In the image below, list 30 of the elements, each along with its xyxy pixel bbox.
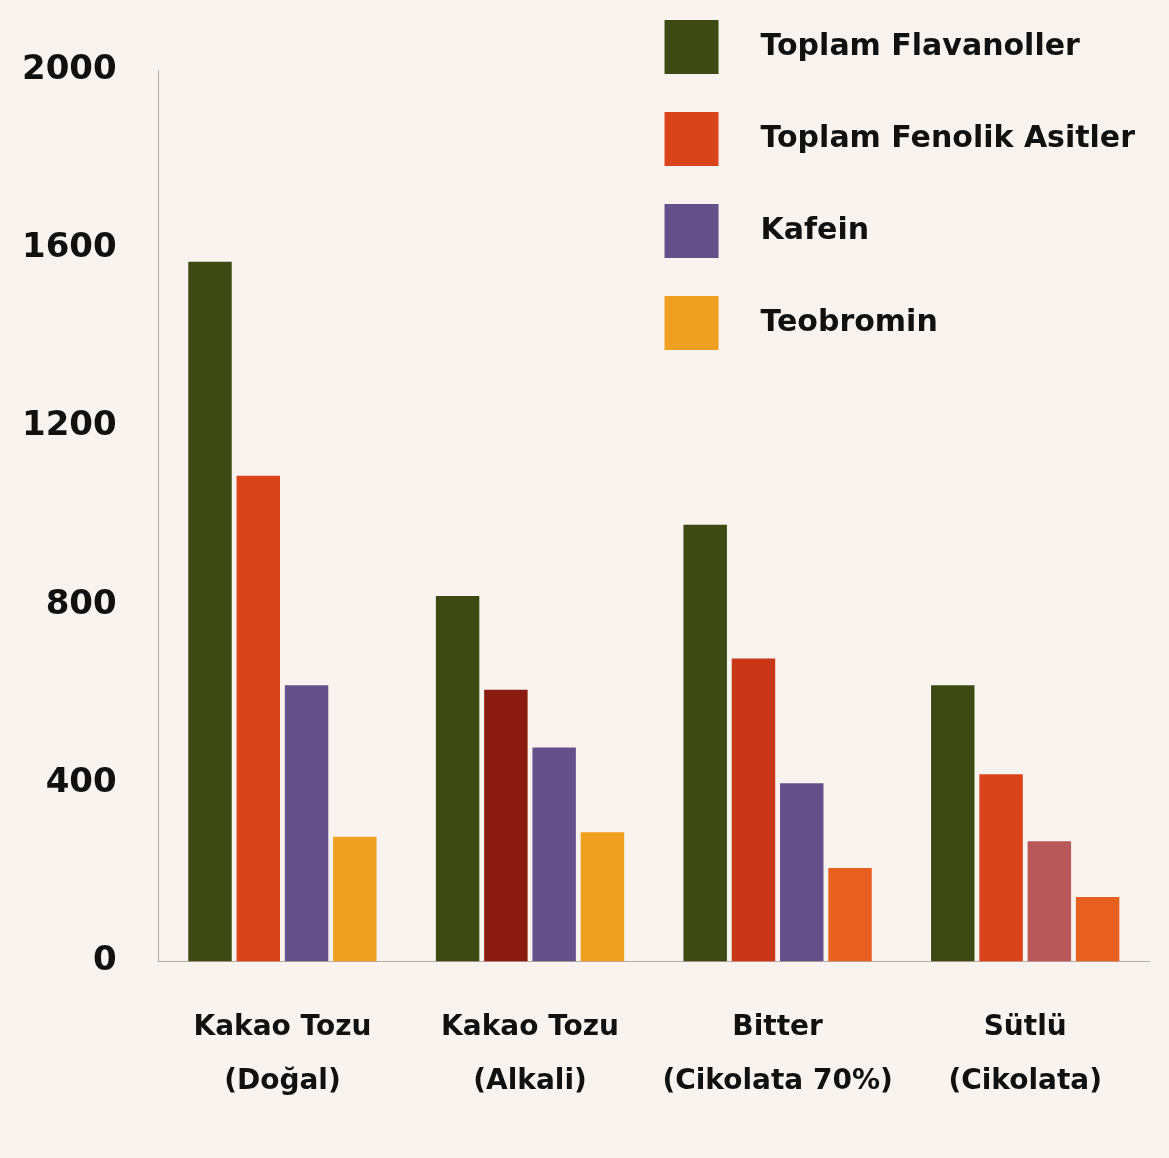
legend-label: Teobromin [760, 302, 938, 338]
bar [780, 783, 824, 962]
bar [828, 867, 872, 962]
legend-label: Toplam Fenolik Asitler [760, 118, 1136, 154]
bar [979, 774, 1023, 962]
bar [236, 475, 281, 962]
y-tick-label: 800 [45, 581, 117, 622]
bar [731, 658, 776, 962]
y-tick-label: 2000 [21, 46, 117, 87]
bar [435, 596, 480, 962]
legend-label: Kafein [760, 210, 870, 246]
bar [1075, 896, 1120, 962]
bar [683, 524, 727, 962]
bar [580, 832, 625, 962]
legend-label: Toplam Flavanoller [760, 26, 1081, 62]
x-tick-label: Kakao Tozu (Doğal) [193, 1009, 372, 1096]
x-tick-label: Kakao Tozu (Alkali) [441, 1009, 619, 1096]
bar [333, 836, 377, 962]
bar [484, 689, 528, 962]
y-tick-label: 0 [92, 938, 117, 979]
bar [931, 685, 975, 962]
y-tick-label: 1200 [21, 403, 117, 444]
bar [532, 747, 576, 962]
bar [1027, 841, 1072, 962]
x-tick-label: Sütlü (Cikolata) [948, 1009, 1103, 1096]
x-tick-label: Bitter (Cikolata 70%) [662, 1009, 893, 1096]
bar [284, 685, 329, 962]
y-tick-label: 400 [45, 760, 117, 801]
bar [188, 261, 232, 962]
y-tick-label: 1600 [21, 225, 117, 266]
